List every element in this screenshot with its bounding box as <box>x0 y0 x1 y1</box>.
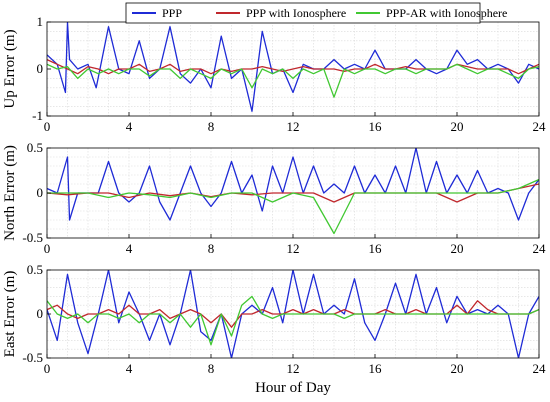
series-line-ppp-ar-with-ionosphere <box>47 63 539 98</box>
legend-label: PPP <box>162 6 182 20</box>
legend-label: PPP-AR with Ionosphere <box>386 6 507 20</box>
y-tick-label: 0.5 <box>27 262 43 277</box>
x-tick-label: 0 <box>44 119 51 134</box>
y-tick-label: -0.5 <box>22 350 43 365</box>
x-tick-label: 8 <box>208 241 215 256</box>
legend: PPP PPP with Ionosphere PPP-AR with Ionosp… <box>125 2 507 24</box>
x-tick-label: 12 <box>287 361 300 376</box>
series-line-ppp-ar-with-ionosphere <box>47 295 539 346</box>
x-tick-label: 16 <box>369 241 383 256</box>
y-tick-label: 1 <box>37 14 44 29</box>
y-axis-label: East Error (m) <box>2 271 18 358</box>
y-axis-label: North Error (m) <box>2 145 18 241</box>
x-tick-label: 24 <box>533 361 547 376</box>
x-tick-label: 0 <box>44 241 51 256</box>
legend-box <box>125 2 481 24</box>
x-axis-label: Hour of Day <box>255 380 331 396</box>
x-tick-label: 24 <box>533 119 547 134</box>
x-tick-label: 12 <box>287 119 300 134</box>
y-tick-label: 0.5 <box>27 140 43 155</box>
y-axis-label: Up Error (m) <box>2 29 18 108</box>
x-tick-label: 12 <box>287 241 300 256</box>
legend-label: PPP with Ionosphere <box>246 6 346 20</box>
x-tick-label: 4 <box>126 119 133 134</box>
x-tick-label: 16 <box>369 119 383 134</box>
x-tick-label: 8 <box>208 361 215 376</box>
x-tick-label: 20 <box>451 361 464 376</box>
x-tick-label: 4 <box>126 241 133 256</box>
series-line-ppp-with-ionosphere <box>47 300 539 328</box>
y-tick-label: 0 <box>37 185 44 200</box>
x-tick-label: 8 <box>208 119 215 134</box>
y-tick-label: -1 <box>32 108 43 123</box>
x-tick-label: 16 <box>369 361 383 376</box>
x-tick-label: 0 <box>44 361 51 376</box>
x-tick-label: 24 <box>533 241 547 256</box>
y-tick-label: 0 <box>37 306 44 321</box>
y-tick-label: 0 <box>37 61 44 76</box>
x-tick-label: 4 <box>126 361 133 376</box>
x-tick-label: 20 <box>451 241 464 256</box>
x-tick-label: 20 <box>451 119 464 134</box>
series-line-ppp-ar-with-ionosphere <box>47 178 539 235</box>
y-tick-label: -0.5 <box>22 230 43 245</box>
series-line-ppp <box>47 270 539 358</box>
